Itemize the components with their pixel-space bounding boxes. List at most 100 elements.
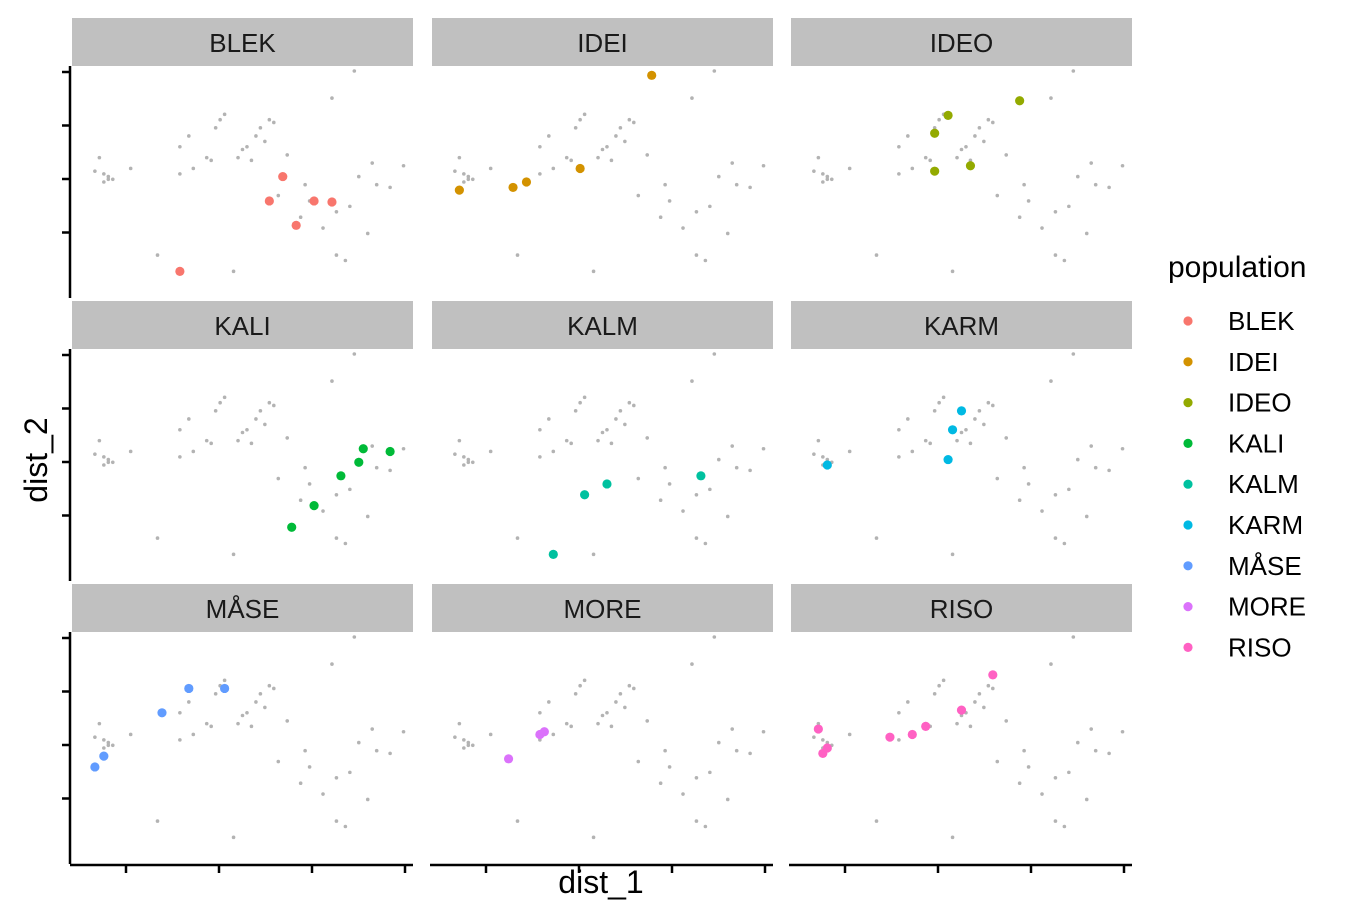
background-point — [93, 452, 97, 456]
legend-key-BLEK — [1183, 316, 1193, 326]
background-point — [712, 635, 717, 639]
background-point — [1093, 182, 1098, 187]
background-point — [712, 352, 717, 356]
data-point-BLEK — [309, 196, 319, 206]
background-point — [515, 819, 520, 823]
background-point — [128, 166, 133, 171]
data-point-IDEO — [930, 166, 940, 176]
data-point-KARM — [822, 460, 832, 470]
background-point — [321, 226, 325, 230]
data-point-KALI — [385, 446, 395, 457]
data-point-KALM — [548, 549, 558, 559]
background-point — [267, 117, 272, 122]
background-point — [618, 126, 623, 130]
background-point — [462, 746, 466, 750]
background-point — [365, 231, 370, 236]
data-point-IDEO — [930, 128, 940, 138]
background-point — [681, 792, 685, 796]
background-point — [538, 172, 542, 176]
background-point — [276, 193, 281, 198]
background-point — [93, 169, 97, 173]
background-point — [551, 449, 556, 454]
background-point — [991, 686, 995, 691]
background-point — [204, 721, 209, 726]
background-point — [897, 172, 901, 176]
background-point — [462, 463, 466, 467]
background-point — [334, 819, 339, 823]
legend-label: IDEI — [1228, 347, 1279, 377]
data-point-IDEI — [508, 182, 518, 193]
background-point — [222, 112, 227, 117]
background-point — [569, 158, 573, 163]
facet-strip-label: RISO — [930, 594, 994, 624]
background-point — [623, 422, 627, 427]
background-point — [285, 153, 290, 157]
data-point-RISO — [822, 743, 832, 753]
background-point — [1049, 96, 1053, 100]
background-point — [470, 743, 475, 748]
legend-key-MORE — [1183, 602, 1193, 612]
background-point — [712, 69, 717, 73]
data-point-KALM — [696, 471, 706, 481]
background-point — [632, 686, 636, 691]
legend-items: BLEK IDEI IDEO KALI KALM KARM MÅSE MORE RISO — [1183, 306, 1306, 662]
data-point-RISO — [921, 721, 931, 731]
background-point — [178, 145, 182, 149]
data-point-KALI — [309, 501, 319, 511]
background-point — [466, 743, 471, 748]
background-point — [748, 468, 752, 473]
background-point — [453, 452, 457, 456]
background-point — [596, 721, 600, 726]
background-point — [106, 177, 111, 182]
background-point — [690, 379, 694, 383]
data-point-IDEI — [521, 177, 532, 187]
background-point — [973, 134, 977, 138]
legend-label: KARM — [1228, 510, 1303, 540]
background-point — [623, 705, 627, 710]
background-point — [1067, 487, 1071, 492]
background-point — [968, 158, 973, 163]
background-point — [348, 204, 352, 209]
background-point — [906, 134, 910, 138]
background-point — [462, 738, 466, 742]
facet-panel-KALI: KALI — [72, 301, 413, 557]
data-point-BLEK — [291, 220, 301, 230]
background-point — [973, 417, 977, 421]
background-point — [982, 422, 986, 427]
background-point — [466, 740, 471, 745]
background-point — [725, 797, 730, 802]
background-point — [307, 482, 312, 486]
background-point — [538, 738, 542, 742]
background-point — [596, 155, 600, 160]
background-point — [636, 193, 641, 198]
background-point — [1062, 824, 1067, 829]
background-point — [538, 145, 542, 149]
background-point — [932, 692, 937, 696]
background-point — [254, 134, 258, 138]
background-point — [106, 460, 111, 465]
background-point — [334, 775, 339, 780]
background-point — [307, 765, 312, 769]
background-point — [725, 514, 730, 519]
background-point — [258, 126, 263, 130]
background-point — [955, 155, 959, 160]
background-point — [694, 536, 699, 540]
background-point — [825, 740, 830, 745]
background-point — [187, 134, 191, 138]
background-point — [694, 492, 699, 497]
background-point — [348, 770, 352, 775]
data-point-MÅSE — [157, 708, 167, 718]
background-point — [681, 509, 685, 513]
background-point — [614, 417, 618, 421]
background-point — [761, 729, 766, 734]
facet-strip — [72, 584, 413, 632]
background-point — [267, 400, 272, 405]
background-point — [1089, 161, 1094, 165]
background-point — [1107, 185, 1111, 190]
background-point — [321, 509, 325, 513]
background-point — [218, 400, 222, 405]
background-point — [1120, 446, 1125, 451]
background-point — [825, 177, 830, 182]
background-point — [591, 552, 596, 557]
data-point-KALI — [287, 522, 297, 532]
